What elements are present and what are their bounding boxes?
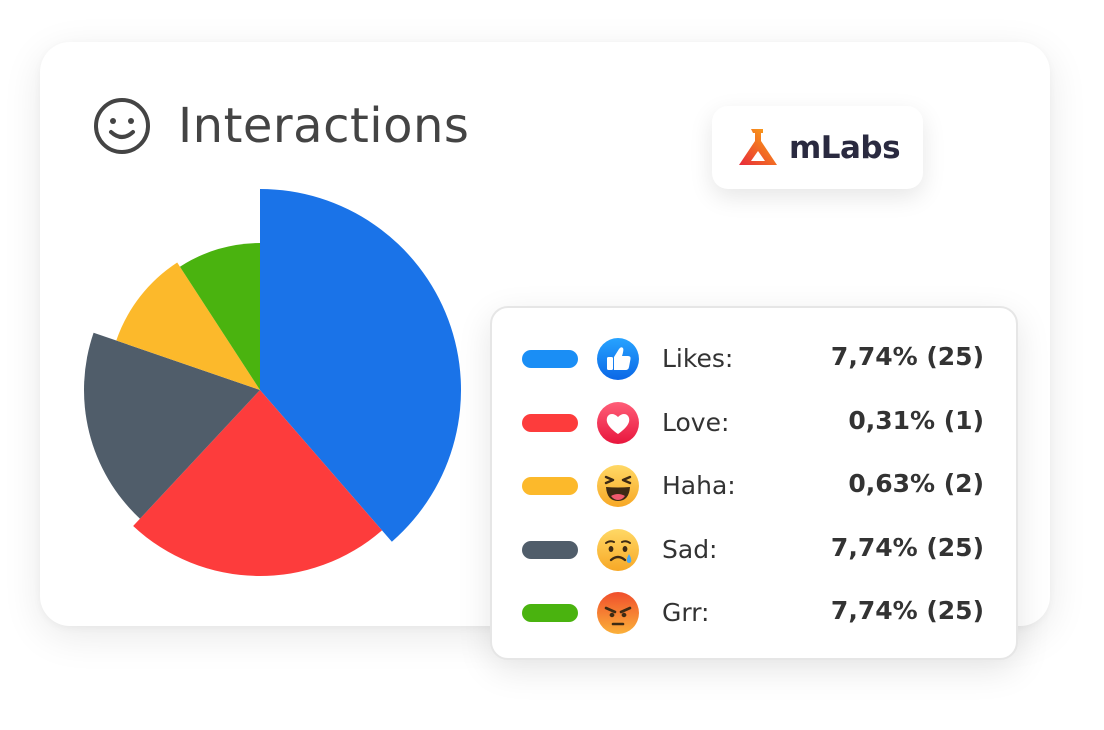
brand-name: mLabs <box>788 129 901 166</box>
mlabs-flask-logo-icon <box>738 128 777 165</box>
legend-swatch-haha <box>522 477 578 495</box>
laughing-face-icon <box>596 464 640 513</box>
heart-icon <box>596 401 640 450</box>
legend-label: Likes: <box>662 344 734 373</box>
legend-item-likes: Likes: 7,74% (25) <box>492 336 1016 380</box>
legend-label: Haha: <box>662 471 736 500</box>
brand-logo: mLabs <box>712 106 923 189</box>
pie-slice-sad <box>84 332 261 519</box>
chart-legend: Likes: 7,74% (25) Love: 0,31% (1) Haha: 0,63%… <box>490 306 1018 660</box>
legend-label: Love: <box>662 408 730 437</box>
legend-swatch-sad <box>522 541 578 559</box>
sad-face-icon <box>596 528 640 577</box>
legend-value: 0,63% (2) <box>848 469 984 498</box>
pie-slice-haha <box>116 262 260 390</box>
legend-swatch-love <box>522 414 578 432</box>
smiley-face-icon <box>94 98 150 154</box>
legend-item-sad: Sad: 7,74% (25) <box>492 527 1016 571</box>
legend-swatch-grr <box>522 604 578 622</box>
angry-face-icon <box>596 591 640 640</box>
thumbs-up-icon <box>596 337 640 386</box>
legend-item-love: Love: 0,31% (1) <box>492 400 1016 444</box>
interactions-pie-chart <box>84 189 462 577</box>
card-header: Interactions <box>92 96 469 156</box>
legend-value: 0,31% (1) <box>848 406 984 435</box>
legend-item-grr: Grr: 7,74% (25) <box>492 590 1016 634</box>
pie-slice-grr <box>179 243 260 390</box>
page-title: Interactions <box>178 98 470 154</box>
legend-item-haha: Haha: 0,63% (2) <box>492 463 1016 507</box>
pie-slice-love <box>133 390 383 577</box>
legend-value: 7,74% (25) <box>830 596 984 625</box>
legend-label: Grr: <box>662 598 710 627</box>
legend-value: 7,74% (25) <box>830 342 984 371</box>
legend-value: 7,74% (25) <box>830 533 984 562</box>
legend-swatch-likes <box>522 350 578 368</box>
pie-slice-likes <box>260 189 462 542</box>
legend-label: Sad: <box>662 535 718 564</box>
